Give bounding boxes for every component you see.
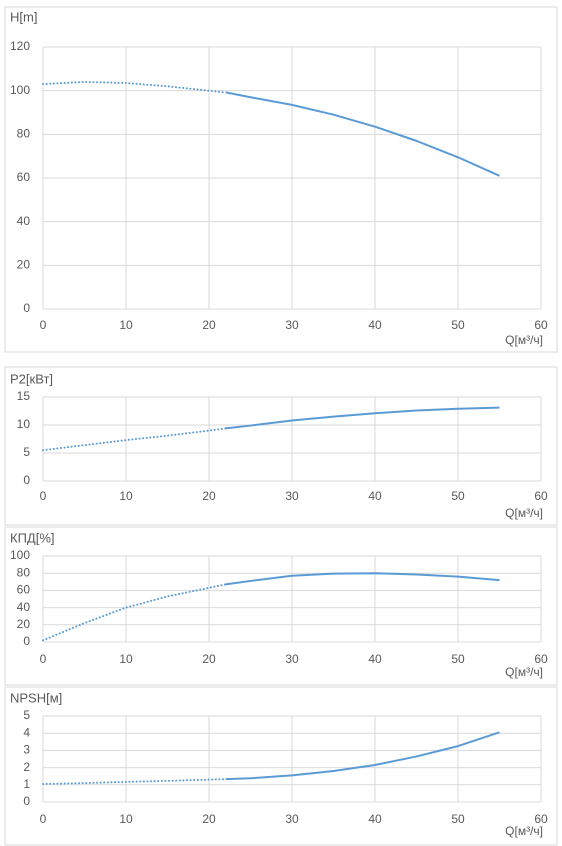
y-tick-label: 0: [23, 301, 30, 315]
x-tick-label: 50: [451, 489, 465, 503]
x-tick-label: 30: [285, 812, 299, 826]
x-tick-label: 40: [368, 489, 382, 503]
y-tick-label: 0: [23, 794, 30, 808]
x-tick-label: 50: [451, 318, 465, 332]
y-axis-title: КПД[%]: [10, 530, 55, 545]
y-tick-label: 20: [17, 617, 31, 631]
x-tick-label: 0: [40, 652, 47, 666]
x-tick-label: 60: [534, 812, 548, 826]
y-axis-title: NPSH[м]: [10, 690, 62, 705]
x-tick-label: 60: [534, 652, 548, 666]
y-tick-label: 100: [10, 83, 30, 97]
x-tick-label: 50: [451, 812, 465, 826]
y-tick-label: 20: [17, 258, 31, 272]
x-axis-title: Q[м³/ч]: [505, 665, 543, 679]
y-tick-label: 0: [23, 634, 30, 648]
x-tick-label: 30: [285, 652, 299, 666]
panel-frame: [4, 366, 558, 526]
x-tick-label: 10: [119, 812, 133, 826]
y-tick-label: 4: [23, 725, 30, 739]
x-tick-label: 30: [285, 489, 299, 503]
x-tick-label: 20: [202, 489, 216, 503]
y-tick-label: 15: [17, 389, 31, 403]
y-axis-title: P2[кВт]: [10, 371, 53, 386]
x-tick-label: 0: [40, 318, 47, 332]
y-tick-label: 80: [17, 565, 31, 579]
y-tick-label: 3: [23, 743, 30, 757]
x-tick-label: 0: [40, 812, 47, 826]
y-tick-label: 60: [17, 583, 31, 597]
curve: [225, 572, 500, 586]
x-tick-label: 10: [119, 652, 133, 666]
x-axis-title: Q[м³/ч]: [505, 506, 543, 520]
y-tick-label: 120: [10, 39, 30, 53]
x-tick-label: 20: [202, 812, 216, 826]
x-tick-label: 40: [368, 652, 382, 666]
y-axis-title: H[m]: [10, 9, 37, 24]
y-tick-label: 40: [17, 214, 31, 228]
y-tick-label: 10: [17, 417, 31, 431]
x-axis-title: Q[м³/ч]: [505, 333, 543, 347]
y-tick-label: 60: [17, 170, 31, 184]
x-tick-label: 20: [202, 652, 216, 666]
panel-frame: [4, 526, 558, 686]
x-tick-label: 50: [451, 652, 465, 666]
curve: [42, 778, 227, 785]
x-tick-label: 10: [119, 489, 133, 503]
y-tick-label: 40: [17, 600, 31, 614]
y-tick-label: 100: [10, 548, 30, 562]
x-tick-label: 40: [368, 812, 382, 826]
y-tick-label: 80: [17, 127, 31, 141]
x-tick-label: 40: [368, 318, 382, 332]
y-tick-label: 5: [23, 708, 30, 722]
curve: [225, 91, 500, 177]
x-tick-label: 30: [285, 318, 299, 332]
y-tick-label: 2: [23, 760, 30, 774]
panel-frame: [4, 6, 558, 353]
curve: [42, 427, 227, 452]
x-tick-label: 20: [202, 318, 216, 332]
y-tick-label: 0: [23, 473, 30, 487]
panel-frame: [4, 686, 558, 846]
x-tick-label: 60: [534, 489, 548, 503]
x-tick-label: 60: [534, 318, 548, 332]
x-tick-label: 10: [119, 318, 133, 332]
curve: [225, 406, 500, 430]
x-tick-label: 0: [40, 489, 47, 503]
curve: [225, 731, 500, 781]
x-axis-title: Q[м³/ч]: [505, 824, 543, 838]
y-tick-label: 5: [23, 445, 30, 459]
y-tick-label: 1: [23, 777, 30, 791]
curve: [42, 80, 227, 94]
curve: [42, 583, 227, 642]
